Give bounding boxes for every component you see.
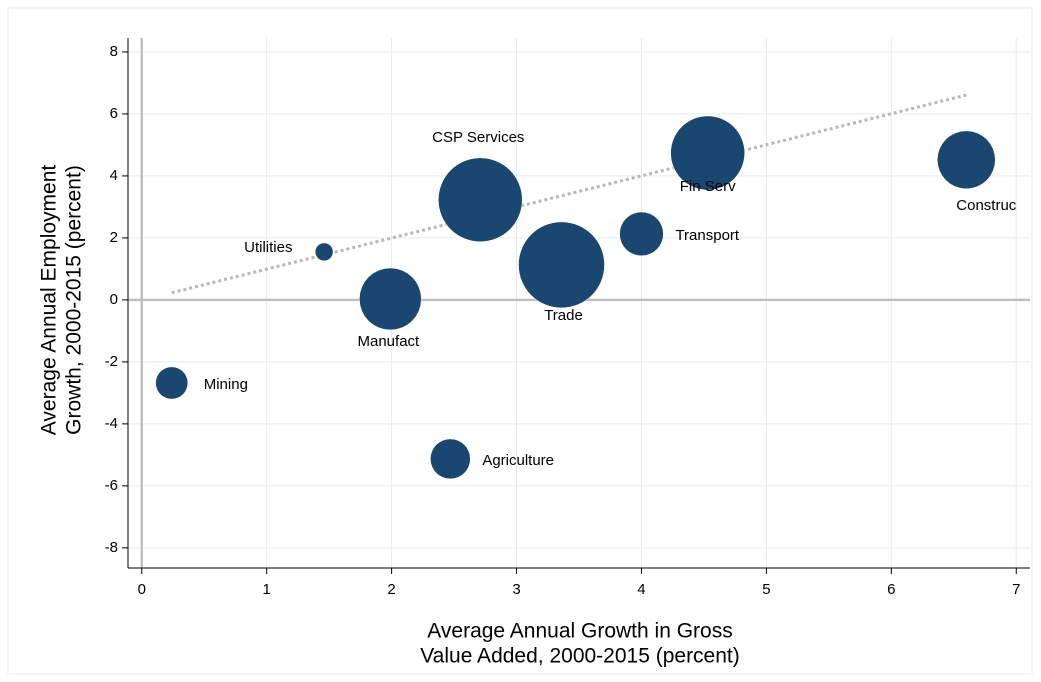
y-tick-label: 4	[110, 167, 118, 184]
point-label: Utilities	[244, 239, 292, 256]
x-tick-label: 4	[637, 581, 645, 598]
bubble	[619, 211, 664, 257]
bubble	[438, 157, 523, 242]
point-label: Mining	[204, 376, 248, 393]
bubble	[155, 366, 189, 400]
bubble	[670, 115, 745, 191]
figure-frame	[7, 7, 1033, 675]
y-tick-label: -4	[105, 415, 118, 432]
point-label: CSP Services	[432, 129, 524, 146]
y-tick-label: 0	[110, 291, 118, 308]
bubble	[430, 438, 471, 480]
bubble	[314, 242, 334, 262]
y-tick-label: 8	[110, 43, 118, 60]
x-tick-label: 0	[138, 581, 146, 598]
bubble	[937, 130, 996, 190]
y-tick-label: -8	[105, 539, 118, 556]
x-tick-label: 7	[1012, 581, 1020, 598]
y-axis-title: Growth, 2000-2015 (percent)	[63, 165, 86, 435]
x-tick-label: 1	[263, 581, 271, 598]
x-tick-label: 6	[887, 581, 895, 598]
bubble	[359, 267, 422, 331]
point-label: Transport	[675, 227, 739, 244]
point-label: Agriculture	[482, 452, 554, 469]
point-label: Manufact	[358, 333, 421, 350]
y-tick-label: 2	[110, 229, 118, 246]
y-axis-title: Average Annual Employment	[38, 165, 61, 436]
point-label: Construc	[956, 197, 1017, 214]
y-tick-label: 6	[110, 105, 118, 122]
y-tick-label: -6	[105, 477, 118, 494]
point-label: Fin Serv	[680, 178, 736, 195]
bubble	[518, 221, 605, 309]
trend-line	[171, 93, 967, 295]
x-tick-label: 3	[512, 581, 520, 598]
x-tick-label: 2	[387, 581, 395, 598]
x-axis-title: Average Annual Growth in Gross	[427, 620, 732, 643]
y-tick-label: -2	[105, 353, 118, 370]
x-axis-title: Value Added, 2000-2015 (percent)	[420, 645, 740, 668]
point-label: Trade	[544, 307, 583, 324]
x-tick-label: 5	[762, 581, 770, 598]
